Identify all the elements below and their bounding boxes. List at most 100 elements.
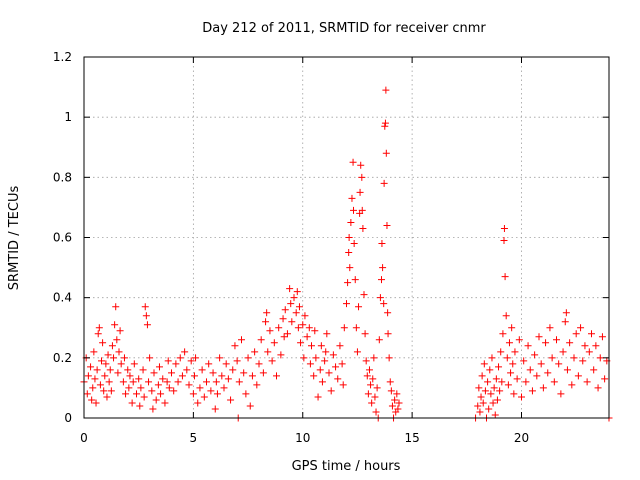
data-point — [581, 342, 589, 350]
y-tick-label: 0.2 — [53, 351, 72, 365]
data-point — [198, 366, 206, 374]
data-point — [187, 357, 195, 365]
data-point — [301, 312, 309, 320]
data-point — [321, 357, 329, 365]
x-tick-labels: 0 5 10 15 20 — [80, 431, 529, 445]
data-point — [141, 303, 149, 311]
data-point — [183, 366, 191, 374]
data-point — [507, 369, 515, 377]
data-point — [363, 372, 371, 380]
data-point — [280, 333, 288, 341]
data-point — [194, 399, 202, 407]
y-tick-label: 0.4 — [53, 291, 72, 305]
data-point — [370, 354, 378, 362]
data-point — [487, 390, 495, 398]
data-point — [128, 399, 136, 407]
data-point — [332, 363, 340, 371]
data-point — [502, 312, 510, 320]
data-point — [126, 372, 134, 380]
data-point — [251, 348, 259, 356]
data-point — [92, 399, 100, 407]
data-point — [539, 384, 547, 392]
data-point — [480, 360, 488, 368]
data-point — [553, 336, 560, 344]
data-point — [157, 390, 165, 398]
data-point — [508, 324, 516, 332]
data-point — [343, 300, 350, 308]
data-point — [140, 393, 148, 401]
data-point — [579, 357, 587, 365]
data-point — [492, 375, 500, 383]
data-point — [257, 336, 265, 344]
data-point — [161, 399, 169, 407]
data-point — [112, 303, 120, 311]
data-point — [338, 360, 346, 368]
data-point — [588, 330, 595, 338]
y-tick-label: 1 — [64, 110, 72, 124]
data-point — [294, 324, 302, 332]
data-point — [368, 399, 376, 407]
data-point — [373, 384, 381, 392]
data-point — [119, 378, 127, 386]
data-point — [135, 375, 143, 383]
data-point — [518, 393, 525, 401]
data-point — [248, 372, 256, 380]
data-point — [205, 360, 213, 368]
data-point — [500, 224, 508, 232]
data-point — [381, 119, 389, 127]
data-point — [476, 408, 484, 416]
data-point — [592, 342, 600, 350]
data-point — [336, 342, 344, 350]
x-tick-label: 10 — [295, 431, 310, 445]
data-point — [522, 378, 530, 386]
data-point — [220, 384, 228, 392]
data-point — [376, 294, 384, 302]
data-point — [125, 384, 133, 392]
data-point — [555, 360, 563, 368]
x-tick-label: 0 — [80, 431, 88, 445]
data-point — [479, 399, 487, 407]
data-point — [380, 179, 388, 187]
data-point — [383, 221, 391, 229]
data-point — [572, 330, 580, 338]
data-point — [372, 408, 380, 416]
data-point — [114, 369, 122, 377]
data-point — [117, 360, 125, 368]
data-point — [379, 264, 387, 272]
data-point — [358, 206, 366, 214]
data-point — [327, 387, 335, 395]
data-point — [574, 372, 582, 380]
axis-ticks — [83, 56, 609, 419]
data-point — [120, 354, 128, 362]
data-point — [164, 357, 172, 365]
data-point — [106, 366, 114, 374]
data-point — [113, 336, 121, 344]
data-point — [163, 378, 171, 386]
data-point — [477, 393, 485, 401]
data-point — [322, 348, 330, 356]
data-point — [317, 342, 325, 350]
data-point — [283, 330, 291, 338]
grid-lines — [84, 57, 609, 418]
data-point — [168, 369, 175, 377]
data-point — [513, 375, 521, 383]
data-point — [297, 339, 305, 347]
data-point — [347, 218, 355, 226]
data-point — [365, 366, 373, 374]
data-point — [101, 372, 109, 380]
data-point — [384, 330, 392, 338]
data-point — [344, 279, 352, 287]
data-point — [129, 378, 137, 386]
data-point — [340, 324, 348, 332]
data-point — [185, 381, 193, 389]
data-point — [104, 351, 112, 359]
data-point — [594, 384, 602, 392]
data-point — [490, 384, 498, 392]
y-tick-label: 1.2 — [53, 50, 72, 64]
x-tick-label: 15 — [404, 431, 419, 445]
data-point — [246, 402, 254, 410]
data-point — [395, 399, 403, 407]
data-point — [388, 402, 396, 410]
data-point — [255, 360, 263, 368]
